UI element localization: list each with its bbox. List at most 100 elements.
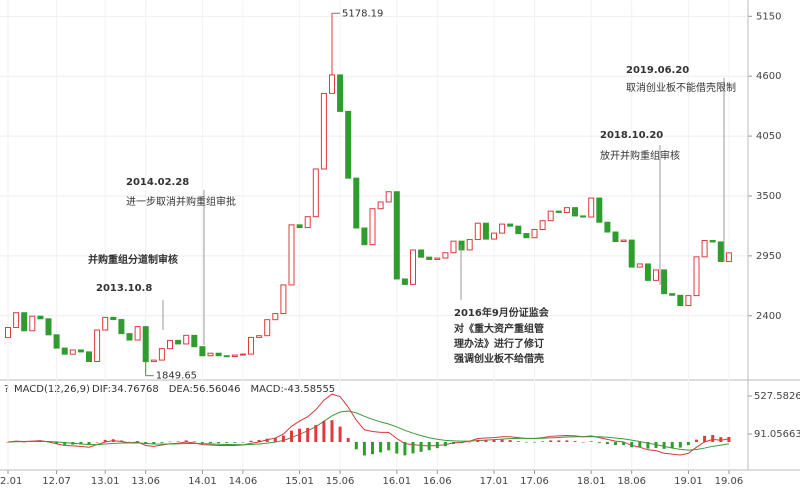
candle-body xyxy=(288,224,295,286)
candle-body xyxy=(94,329,101,362)
peak-label: 5178.19 xyxy=(342,8,383,19)
candle-body xyxy=(644,263,651,281)
macd-bar xyxy=(508,440,512,442)
x-tick-label: 18.01 xyxy=(577,476,606,487)
candle-body xyxy=(5,327,11,339)
macd-bar xyxy=(695,439,698,442)
candle-body xyxy=(77,349,84,353)
macd-bar xyxy=(30,441,34,443)
x-tick-label: 14.01 xyxy=(188,476,217,487)
candle-body xyxy=(150,359,157,363)
x-tick-label: 13.06 xyxy=(131,476,160,487)
macd-bar xyxy=(6,441,10,443)
candle-body xyxy=(264,319,271,337)
candle-body xyxy=(661,269,668,295)
annotation-text: 2016年9月份证监会 xyxy=(454,306,549,319)
indicator-title: MACD(12,26,9) xyxy=(14,384,90,395)
candle-body xyxy=(482,222,489,240)
macd-bar xyxy=(573,441,577,442)
macd-bar xyxy=(241,441,245,443)
macd-bar xyxy=(362,441,366,456)
candle-body xyxy=(199,346,206,357)
macd-bar xyxy=(95,441,99,443)
y-tick-label: 5150 xyxy=(756,11,781,22)
candle-body xyxy=(604,221,611,233)
candle-body xyxy=(539,220,546,231)
macd-bar xyxy=(614,441,617,446)
annotation-text: 2013.10.8 xyxy=(96,283,152,294)
macd-bar xyxy=(354,441,358,450)
macd-bar xyxy=(87,441,91,445)
y-tick-label: 4600 xyxy=(756,71,781,82)
macd-bar xyxy=(176,441,180,442)
macd-bar xyxy=(411,441,415,454)
candle-body xyxy=(345,110,352,179)
macd-bar xyxy=(460,441,464,444)
macd-bar xyxy=(160,441,164,443)
annotation-text: 2014.02.28 xyxy=(126,177,189,188)
candle-body xyxy=(385,191,392,203)
x-tick-label: 16.01 xyxy=(382,476,411,487)
candle-body xyxy=(361,227,368,246)
candle-body xyxy=(248,336,254,355)
macd-bar xyxy=(330,420,334,442)
candle-body xyxy=(499,223,506,234)
candle-body xyxy=(272,313,279,321)
macd-bar xyxy=(79,441,83,445)
legend-entry: DEA:56.56046 xyxy=(169,384,241,395)
annotation-text: 并购重组分道制审核 xyxy=(88,253,178,266)
candle-body xyxy=(21,312,28,332)
candle-body xyxy=(369,208,376,246)
candle-body xyxy=(620,239,627,243)
macd-bar xyxy=(435,441,439,449)
candle-body xyxy=(450,240,457,254)
y-tick-label: 4050 xyxy=(756,131,781,142)
macd-bar xyxy=(38,441,42,442)
candle-body xyxy=(29,315,36,332)
legend-entry: DIF:34.76768 xyxy=(92,384,159,395)
macd-bar xyxy=(281,435,285,442)
macd-bar xyxy=(111,439,115,442)
macd-bar xyxy=(192,441,196,442)
annotation-text: 进一步取消并购重组审批 xyxy=(126,195,236,208)
candle-body xyxy=(134,326,141,341)
macd-bar xyxy=(589,441,593,442)
candle-body xyxy=(588,197,595,218)
candle-body xyxy=(531,229,538,239)
candle-body xyxy=(653,269,659,281)
indicator-help: ? xyxy=(4,384,9,395)
candle-body xyxy=(426,256,433,260)
macd-bar xyxy=(314,425,318,442)
macd-bar xyxy=(605,441,609,445)
x-tick-label: 13.01 xyxy=(91,476,120,487)
candle-body xyxy=(515,225,522,235)
macd-bar xyxy=(217,441,221,444)
macd-bar xyxy=(152,441,156,445)
candle-body xyxy=(215,352,222,357)
macd-bar xyxy=(119,440,123,442)
legend-entry: MACD:-43.58555 xyxy=(251,384,336,395)
macd-bar xyxy=(419,441,423,452)
macd-bar xyxy=(379,441,383,453)
macd-bar xyxy=(524,441,528,443)
candle-body xyxy=(312,168,319,218)
candle-body xyxy=(563,207,570,213)
candle-body xyxy=(320,92,327,170)
candle-body xyxy=(126,333,133,341)
macd-bar xyxy=(322,420,326,442)
candle-body xyxy=(167,339,173,350)
x-tick-label: 17.01 xyxy=(480,476,509,487)
annotation-text: 2018.10.20 xyxy=(600,130,663,141)
x-tick-label: 15.06 xyxy=(326,476,355,487)
candle-body xyxy=(717,241,724,262)
macd-bar xyxy=(711,435,715,442)
macd-bar xyxy=(403,441,407,456)
annotation-text: 理办法》进行了修订 xyxy=(454,337,544,350)
candle-body xyxy=(280,284,287,315)
macd-bar xyxy=(14,441,18,442)
x-tick-label: 12.01 xyxy=(0,476,22,487)
candle-body xyxy=(596,197,603,223)
macd-bar xyxy=(306,427,310,442)
macd-bar xyxy=(703,435,707,442)
candle-body xyxy=(401,278,408,285)
